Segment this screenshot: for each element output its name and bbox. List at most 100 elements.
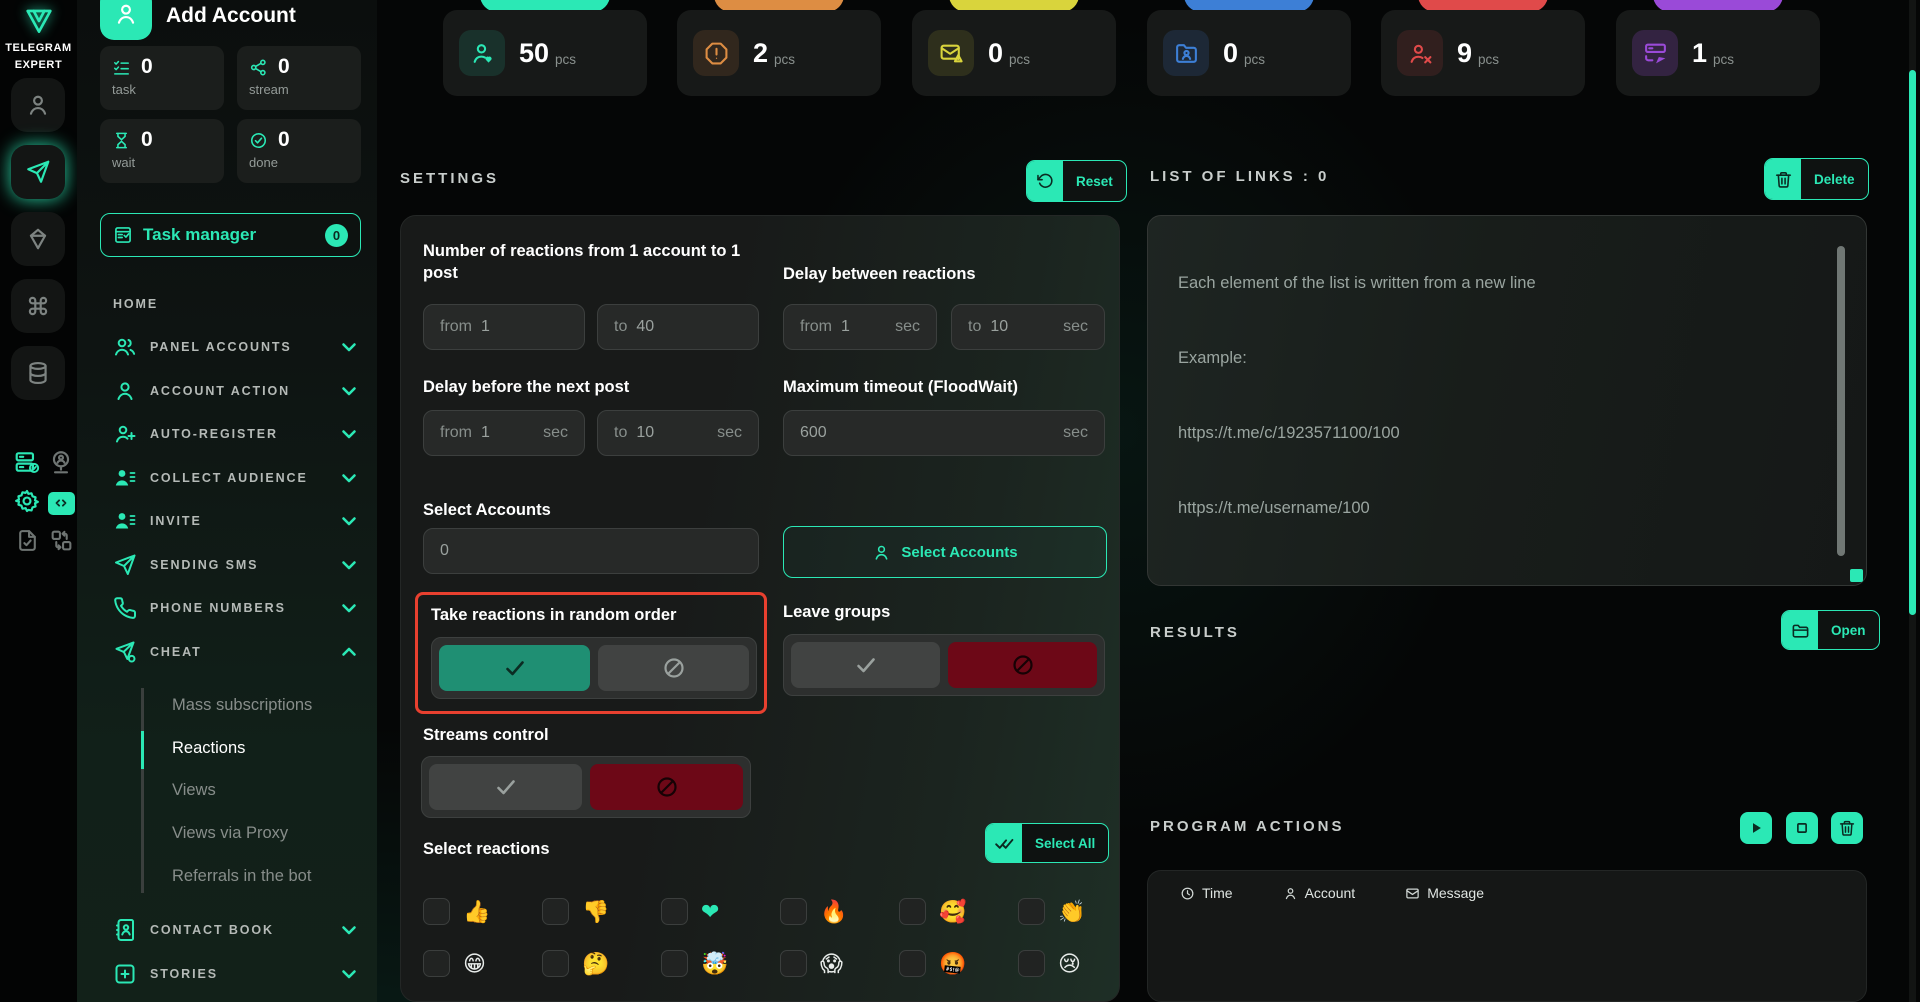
- reset-button[interactable]: Reset: [1026, 160, 1127, 202]
- code-window-button[interactable]: [47, 489, 75, 517]
- submenu-item-mass-subscriptions[interactable]: Mass subscriptions: [172, 695, 313, 714]
- timeout-input[interactable]: 600 sec: [783, 410, 1105, 456]
- toggle-yes-button[interactable]: [429, 764, 582, 810]
- sidebar-item-auto-register[interactable]: AUTO-REGISTER: [113, 413, 361, 457]
- sidebar-item-phone-numbers[interactable]: PHONE NUMBERS: [113, 587, 361, 631]
- rail-premium-button[interactable]: [11, 212, 65, 266]
- select-accounts-button[interactable]: Select Accounts: [783, 526, 1107, 578]
- card-unit: pcs: [1244, 51, 1266, 67]
- stat-label: task: [112, 82, 136, 97]
- swap-button[interactable]: [47, 526, 75, 554]
- tab-pill[interactable]: [480, 0, 610, 12]
- folder-user-icon: [1163, 30, 1209, 76]
- sidebar-header-title: Add Account: [166, 4, 296, 27]
- links-textarea[interactable]: Each element of the list is written from…: [1147, 215, 1867, 586]
- nav-label: SENDING SMS: [150, 557, 259, 572]
- field-label-max-timeout: Maximum timeout (FloodWait): [783, 378, 1018, 396]
- next-post-to-input[interactable]: to 10 sec: [597, 410, 759, 456]
- reaction-checkbox[interactable]: [1018, 950, 1045, 977]
- add-account-icon: [113, 1, 139, 27]
- reaction-checkbox[interactable]: [423, 950, 450, 977]
- delete-button[interactable]: Delete: [1764, 158, 1869, 200]
- sidebar-item-home[interactable]: HOME: [113, 282, 361, 326]
- plus-square-icon: [113, 962, 137, 986]
- submenu-item-referrals-in-the-bot[interactable]: Referrals in the bot: [172, 866, 312, 885]
- select-all-button[interactable]: Select All: [985, 823, 1110, 863]
- resize-handle-icon[interactable]: [1850, 569, 1863, 582]
- webcam-button[interactable]: [47, 448, 75, 476]
- reactions-from-input[interactable]: from 1: [423, 304, 585, 350]
- delay-from-input[interactable]: from 1 sec: [783, 304, 937, 350]
- reaction-checkbox[interactable]: [661, 898, 688, 925]
- reaction-checkbox[interactable]: [780, 950, 807, 977]
- reaction-emoji: 🤯: [701, 951, 729, 976]
- submenu-item-reactions[interactable]: Reactions: [172, 738, 246, 757]
- toggle-yes-button[interactable]: [439, 645, 590, 691]
- sidebar-item-panel-accounts[interactable]: PANEL ACCOUNTS: [113, 326, 361, 370]
- send-dot-icon: [113, 640, 137, 664]
- next-post-from-input[interactable]: from 1 sec: [423, 410, 585, 456]
- user-list-icon: [113, 466, 137, 490]
- random-order-toggle: [431, 637, 757, 699]
- reaction-checkbox[interactable]: [542, 898, 569, 925]
- reaction-checkbox[interactable]: [780, 898, 807, 925]
- submenu-item-views[interactable]: Views: [172, 781, 216, 800]
- rail-sender-button[interactable]: [11, 145, 65, 199]
- sidebar-item-collect-audience[interactable]: COLLECT AUDIENCE: [113, 456, 361, 500]
- sidebar-item-cheat[interactable]: CHEAT: [113, 630, 361, 674]
- reaction-checkbox[interactable]: [1018, 898, 1045, 925]
- accounts-count-input[interactable]: 0: [423, 528, 759, 574]
- sidebar-item-invite[interactable]: INVITE: [113, 500, 361, 544]
- chevron-up-icon: [337, 640, 361, 664]
- settings-gear-button[interactable]: [13, 487, 41, 515]
- reactions-to-input[interactable]: to 40: [597, 304, 759, 350]
- reaction-checkbox[interactable]: [899, 898, 926, 925]
- results-title: RESULTS: [1150, 624, 1240, 641]
- top-card-spam: 0 pcs: [912, 0, 1116, 100]
- reaction-emoji: 🥰: [939, 899, 967, 924]
- toggle-yes-button[interactable]: [791, 642, 940, 688]
- rail-database-button[interactable]: [11, 346, 65, 400]
- submenu-item-views-via-proxy[interactable]: Views via Proxy: [172, 823, 289, 842]
- field-label-select-reactions: Select reactions: [423, 840, 550, 858]
- textarea-scrollbar[interactable]: [1837, 246, 1845, 556]
- reaction-checkbox[interactable]: [661, 950, 688, 977]
- tab-pill[interactable]: [1418, 0, 1548, 12]
- document-check-button[interactable]: [13, 526, 41, 554]
- tab-pill[interactable]: [949, 0, 1079, 12]
- tab-pill[interactable]: [1653, 0, 1783, 12]
- add-account-button[interactable]: [100, 0, 152, 40]
- sidebar-item-contact-book[interactable]: CONTACT BOOK: [113, 908, 361, 952]
- phone-icon: [113, 596, 137, 620]
- reaction-checkbox[interactable]: [899, 950, 926, 977]
- sidebar-item-account-action[interactable]: ACCOUNT ACTION: [113, 369, 361, 413]
- start-button[interactable]: [1740, 812, 1772, 844]
- toggle-no-button[interactable]: [590, 764, 743, 810]
- sidebar-item-stories[interactable]: STORIES: [113, 952, 361, 996]
- chevron-down-icon: [337, 466, 361, 490]
- stop-button[interactable]: [1786, 812, 1818, 844]
- share-icon: [249, 58, 268, 77]
- page-scrollbar-thumb[interactable]: [1909, 70, 1916, 615]
- reaction-checkbox[interactable]: [423, 898, 450, 925]
- reaction-emoji: ❤: [701, 899, 720, 924]
- checklist-icon: [112, 58, 131, 77]
- settings-panel: Number of reactions from 1 account to 1 …: [400, 215, 1120, 1002]
- toggle-no-button[interactable]: [598, 645, 749, 691]
- tab-pill[interactable]: [1184, 0, 1314, 12]
- reaction-checkbox[interactable]: [542, 950, 569, 977]
- cheat-submenu: Mass subscriptions Reactions Views Views…: [141, 684, 366, 897]
- task-manager-button[interactable]: Task manager 0: [100, 213, 361, 257]
- rail-accounts-button[interactable]: [11, 78, 65, 132]
- check-icon: [494, 775, 518, 799]
- ban-icon: [1011, 653, 1035, 677]
- open-button[interactable]: Open: [1781, 610, 1880, 650]
- toggle-no-button[interactable]: [948, 642, 1097, 688]
- tab-pill[interactable]: [714, 0, 844, 12]
- clear-log-button[interactable]: [1831, 812, 1863, 844]
- alert-octagon-icon: [693, 30, 739, 76]
- server-check-button[interactable]: [13, 448, 41, 476]
- delay-to-input[interactable]: to 10 sec: [951, 304, 1105, 350]
- rail-command-button[interactable]: [11, 279, 65, 333]
- sidebar-item-sending-sms[interactable]: SENDING SMS: [113, 543, 361, 587]
